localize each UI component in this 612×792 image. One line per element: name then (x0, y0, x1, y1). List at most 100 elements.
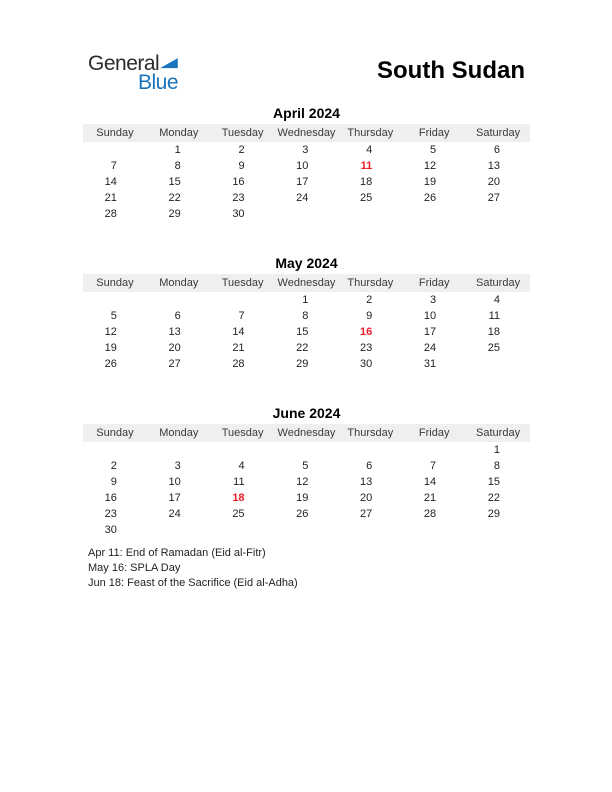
weekday-label: Thursday (347, 127, 394, 139)
holiday-note: May 16: SPLA Day (88, 562, 181, 574)
day-cell: 13 (168, 326, 181, 338)
empty-day-cell (338, 206, 402, 222)
day-cell: 24 (296, 192, 309, 204)
day-cell: 26 (296, 508, 309, 520)
empty-day-cell (402, 206, 466, 222)
empty-day-cell (83, 442, 147, 458)
day-cell: 19 (104, 342, 117, 354)
day-cell: 23 (104, 508, 117, 520)
day-cell: 2 (110, 460, 117, 472)
weekday-label: Monday (159, 427, 199, 439)
day-cell: 6 (174, 310, 181, 322)
weekday-label: Saturday (476, 127, 521, 139)
logo-word-blue: Blue (137, 71, 179, 94)
day-cell: 25 (487, 342, 500, 354)
day-cell: 19 (296, 492, 309, 504)
day-cell: 26 (423, 192, 437, 204)
day-cell: 12 (423, 160, 437, 172)
day-cell: 21 (232, 342, 245, 354)
day-cell: 12 (296, 476, 309, 488)
day-cell: 30 (232, 208, 245, 220)
day-cell: 10 (168, 476, 181, 488)
logo-flag-icon (160, 58, 178, 69)
empty-day-cell (338, 522, 402, 538)
weekday-label: Tuesday (221, 277, 264, 289)
weekday-header: Sunday Monday Tuesday Wednesday Thursday Frid… (83, 424, 530, 442)
empty-day-cell (466, 206, 530, 222)
day-cell: 5 (302, 460, 309, 472)
weekday-label: Sunday (96, 127, 134, 139)
day-cell: 11 (233, 476, 245, 488)
day-cell: 6 (366, 460, 373, 472)
day-cell: 13 (360, 476, 373, 488)
empty-day-cell (275, 522, 339, 538)
weekday-header: Sunday Monday Tuesday Wednesday Thursday Frid… (83, 274, 530, 292)
day-cell: 8 (302, 310, 309, 322)
month-section-april: April 2024 Sunday Monday Tuesday Wednesday T… (83, 103, 530, 222)
weekday-header: Sunday Monday Tuesday Wednesday Thursday Frid… (83, 124, 530, 142)
empty-day-cell (147, 522, 211, 538)
weekday-label: Monday (159, 127, 199, 139)
day-cell: 28 (423, 508, 437, 520)
empty-day-cell (147, 442, 211, 458)
weekday-label: Sunday (96, 427, 134, 439)
weekday-label: Tuesday (221, 427, 264, 439)
day-cell: 12 (104, 326, 117, 338)
day-cell: 31 (423, 358, 437, 370)
day-cell: 20 (168, 342, 181, 354)
day-cell: 13 (487, 160, 500, 172)
day-cell: 5 (110, 310, 117, 322)
holiday-notes: Apr 11: End of Ramadan (Eid al-Fitr) May … (88, 546, 298, 591)
day-cell: 27 (360, 508, 373, 520)
day-cell: 8 (174, 160, 181, 172)
day-cell: 7 (110, 160, 117, 172)
day-cell: 25 (232, 508, 245, 520)
weekday-label: Thursday (347, 277, 394, 289)
day-cell: 18 (487, 326, 500, 338)
empty-day-cell (83, 142, 147, 158)
day-cell: 20 (360, 492, 373, 504)
empty-day-cell (211, 522, 275, 538)
weekday-label: Sunday (96, 277, 134, 289)
month-title: May 2024 (275, 255, 338, 271)
day-cell: 1 (174, 144, 181, 156)
month-grid: 1 2 3 4 5 6 7 8 9 10 11 12 13 14 15 16 17 18 19 20 21 22 23 24 2… (83, 442, 530, 538)
day-cell: 9 (238, 160, 245, 172)
day-cell: 15 (487, 476, 500, 488)
weekday-label: Friday (418, 127, 450, 139)
day-cell: 28 (104, 208, 117, 220)
month-section-may: May 2024 Sunday Monday Tuesday Wednesday Thu… (83, 253, 530, 372)
day-cell: 15 (168, 176, 181, 188)
day-cell: 17 (423, 326, 437, 338)
month-title: April 2024 (273, 105, 340, 121)
day-cell: 26 (104, 358, 117, 370)
weekday-label: Wednesday (277, 427, 336, 439)
holiday-day-cell: 16 (360, 326, 373, 338)
day-cell: 18 (360, 176, 373, 188)
day-cell: 22 (487, 492, 500, 504)
day-cell: 1 (493, 444, 500, 456)
month-grid: 1 2 3 4 5 6 7 8 9 10 11 12 13 14 15 16 17 18 19 20 21 22 23 24 2… (83, 292, 530, 372)
holiday-day-cell: 11 (360, 160, 373, 172)
day-cell: 10 (296, 160, 309, 172)
day-cell: 21 (104, 192, 117, 204)
logo-line-1: General (88, 53, 178, 74)
month-section-june: June 2024 Sunday Monday Tuesday Wednesday Th… (83, 403, 530, 538)
day-cell: 14 (104, 176, 117, 188)
day-cell: 16 (104, 492, 117, 504)
weekday-label: Wednesday (277, 277, 336, 289)
day-cell: 1 (302, 294, 309, 306)
day-cell: 24 (168, 508, 181, 520)
day-cell: 4 (366, 144, 373, 156)
day-cell: 30 (104, 524, 117, 536)
day-cell: 23 (232, 192, 245, 204)
day-cell: 16 (232, 176, 245, 188)
day-cell: 6 (493, 144, 500, 156)
weekday-label: Tuesday (221, 127, 264, 139)
empty-day-cell (83, 292, 147, 308)
day-cell: 8 (493, 460, 500, 472)
day-cell: 3 (302, 144, 309, 156)
day-cell: 7 (238, 310, 245, 322)
weekday-label: Saturday (476, 427, 521, 439)
